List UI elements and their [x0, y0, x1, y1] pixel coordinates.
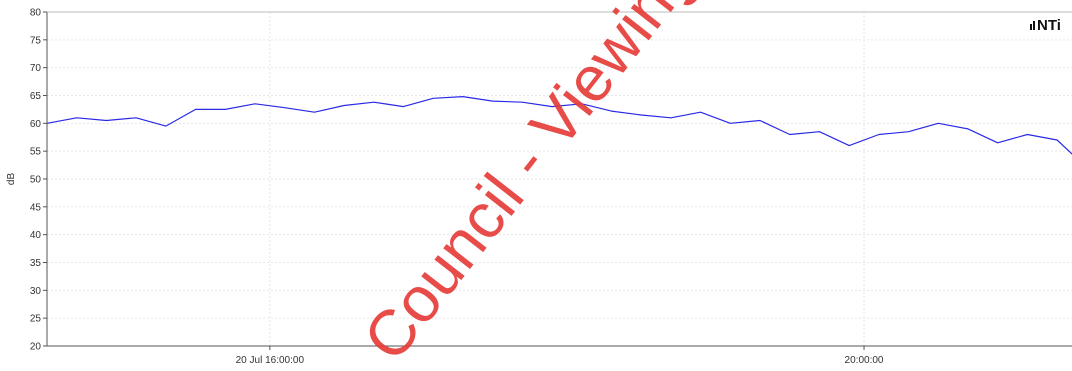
y-tick-label: 30: [30, 286, 42, 297]
y-tick-label: 25: [30, 314, 42, 325]
x-tick-label: 20:00:00: [845, 355, 884, 366]
y-tick-label: 60: [30, 119, 42, 130]
series-group: [46, 96, 1072, 155]
y-tick-label: 40: [30, 230, 42, 241]
y-axis-label: dB: [6, 173, 17, 186]
y-tick-label: 75: [30, 35, 42, 46]
y-tick-label: 35: [30, 258, 42, 269]
y-axis-ticks: 20 25 30 35 40 45 50 55 60 65 70 75 80: [30, 8, 47, 353]
y-tick-label: 65: [30, 91, 42, 102]
logo-text: NTi: [1037, 17, 1061, 34]
series-line: [46, 96, 1072, 155]
y-tick-label: 20: [30, 342, 42, 353]
y-tick-label: 70: [30, 63, 42, 74]
y-tick-label: 45: [30, 202, 42, 213]
x-tick-label: 20 Jul 16:00:00: [236, 355, 305, 366]
y-tick-label: 50: [30, 175, 42, 186]
y-tick-label: 80: [30, 8, 42, 19]
y-tick-label: 55: [30, 147, 42, 158]
brand-logo: NTi: [1030, 17, 1061, 34]
